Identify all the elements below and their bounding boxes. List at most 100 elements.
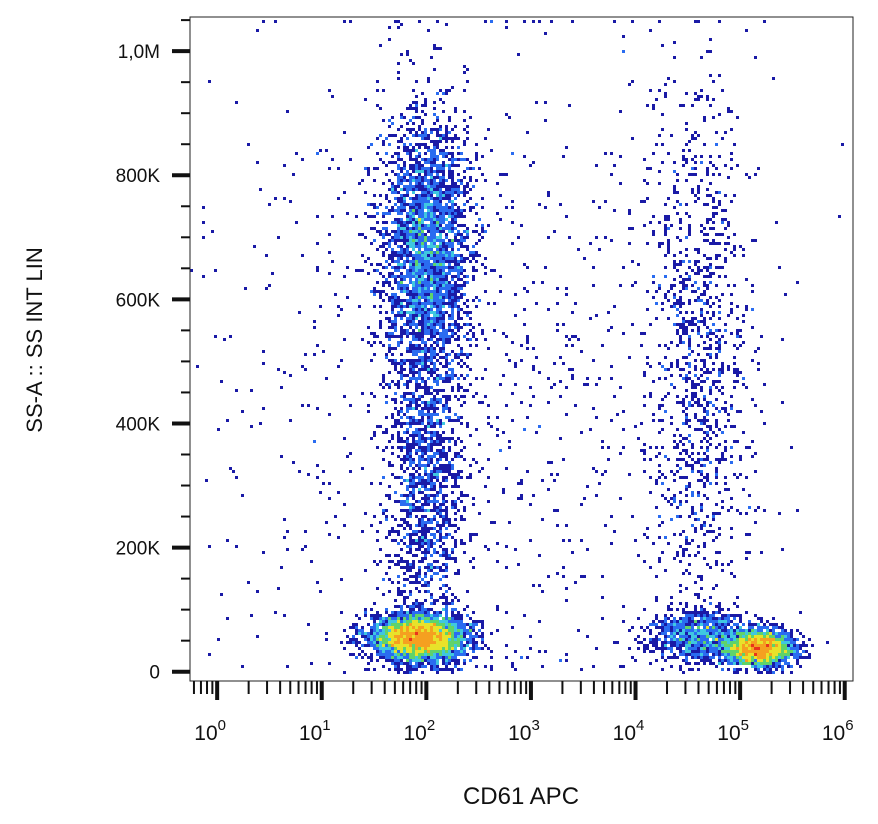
event-dot xyxy=(406,152,409,155)
event-dot xyxy=(730,311,733,314)
event-dot xyxy=(412,164,415,167)
event-dot xyxy=(391,614,394,617)
event-dot xyxy=(715,482,718,485)
event-dot xyxy=(457,485,460,488)
event-dot xyxy=(412,458,415,461)
event-dot xyxy=(442,452,445,455)
event-dot xyxy=(691,668,694,671)
event-dot xyxy=(394,278,397,281)
event-dot xyxy=(694,263,697,266)
event-dot xyxy=(682,638,685,641)
event-dot xyxy=(415,614,418,617)
event-dot xyxy=(421,551,424,554)
event-dot xyxy=(448,197,451,200)
event-dot xyxy=(373,614,376,617)
event-dot xyxy=(406,509,409,512)
event-dot xyxy=(667,197,670,200)
event-dot xyxy=(781,656,784,659)
event-dot xyxy=(391,248,394,251)
event-dot xyxy=(391,650,394,653)
event-dot xyxy=(445,248,448,251)
event-dot xyxy=(730,647,733,650)
event-dot xyxy=(406,275,409,278)
event-dot xyxy=(460,278,463,281)
event-dot xyxy=(448,647,451,650)
event-dot xyxy=(424,437,427,440)
event-dot xyxy=(424,413,427,416)
event-dot xyxy=(709,626,712,629)
event-dot xyxy=(445,311,448,314)
event-dot xyxy=(676,269,679,272)
event-dot xyxy=(721,668,724,671)
event-dot xyxy=(412,560,415,563)
event-dot xyxy=(409,251,412,254)
event-dot xyxy=(391,185,394,188)
event-dot xyxy=(415,617,418,620)
event-dot xyxy=(358,629,361,632)
event-dot xyxy=(769,665,772,668)
event-dot xyxy=(418,479,421,482)
event-dot xyxy=(385,401,388,404)
event-dot xyxy=(430,620,433,623)
event-dot xyxy=(418,617,421,620)
event-dot xyxy=(439,449,442,452)
event-dot xyxy=(460,647,463,650)
event-dot xyxy=(736,596,739,599)
event-dot xyxy=(700,380,703,383)
event-dot xyxy=(739,371,742,374)
event-dot xyxy=(418,455,421,458)
event-dot xyxy=(415,377,418,380)
event-dot xyxy=(400,395,403,398)
event-dot xyxy=(400,407,403,410)
event-dot xyxy=(463,170,466,173)
event-dot xyxy=(805,644,808,647)
event-dot xyxy=(445,668,448,671)
event-dot xyxy=(700,617,703,620)
event-dot xyxy=(694,530,697,533)
event-dot xyxy=(349,638,352,641)
event-dot xyxy=(724,446,727,449)
event-dot xyxy=(679,263,682,266)
event-dot xyxy=(412,239,415,242)
event-dot xyxy=(454,641,457,644)
event-dot xyxy=(433,365,436,368)
event-dot xyxy=(445,548,448,551)
event-dot xyxy=(400,359,403,362)
event-dot xyxy=(415,431,418,434)
event-dot xyxy=(409,233,412,236)
event-dot xyxy=(421,635,424,638)
event-dot xyxy=(382,212,385,215)
event-dot xyxy=(394,335,397,338)
event-dot xyxy=(400,23,403,26)
event-dot xyxy=(460,632,463,635)
event-dot xyxy=(697,662,700,665)
event-dot xyxy=(802,650,805,653)
event-dot xyxy=(421,203,424,206)
event-dot xyxy=(742,623,745,626)
event-dot xyxy=(445,251,448,254)
event-dot xyxy=(421,158,424,161)
event-dot xyxy=(691,638,694,641)
event-dot xyxy=(415,155,418,158)
event-dot xyxy=(400,368,403,371)
event-dot xyxy=(418,419,421,422)
event-dot xyxy=(409,398,412,401)
event-dot xyxy=(391,332,394,335)
event-dot xyxy=(457,158,460,161)
event-dot xyxy=(694,365,697,368)
event-dot xyxy=(472,647,475,650)
event-dot xyxy=(409,275,412,278)
event-dot xyxy=(412,311,415,314)
event-dot xyxy=(388,632,391,635)
event-dot xyxy=(421,236,424,239)
event-dot xyxy=(769,662,772,665)
event-dot xyxy=(397,476,400,479)
event-dot xyxy=(415,290,418,293)
event-dot xyxy=(445,275,448,278)
event-dot xyxy=(430,641,433,644)
event-dot xyxy=(742,650,745,653)
event-dot xyxy=(406,203,409,206)
event-dot xyxy=(715,563,718,566)
event-dot xyxy=(388,272,391,275)
event-dot xyxy=(667,458,670,461)
